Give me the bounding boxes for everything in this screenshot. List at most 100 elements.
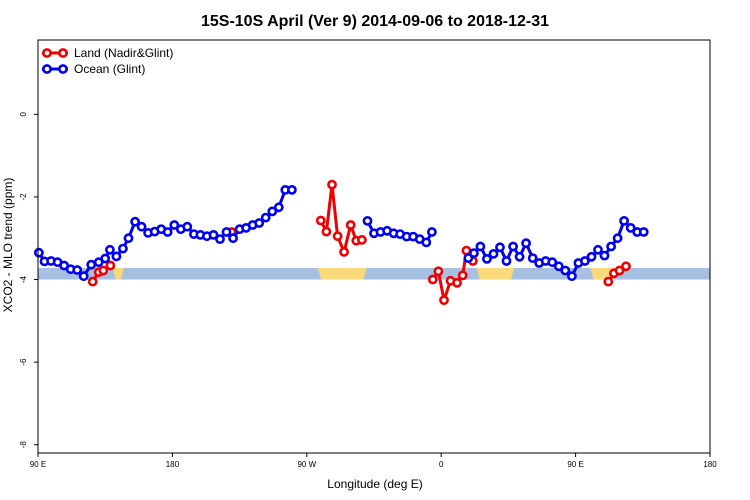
x-tick-label: 0 bbox=[439, 460, 444, 469]
legend: Land (Nadir&Glint) Ocean (Glint) bbox=[42, 46, 173, 76]
ocean-point bbox=[553, 261, 564, 272]
ocean-band bbox=[38, 267, 710, 280]
ocean-point bbox=[286, 184, 297, 195]
ocean-point bbox=[488, 248, 499, 259]
y-axis-label: XCO2 - MLO trend (ppm) bbox=[1, 178, 15, 313]
y-tick-label: -2 bbox=[19, 193, 28, 201]
ocean-point bbox=[547, 257, 558, 268]
land-point bbox=[461, 245, 472, 256]
land-point bbox=[603, 276, 614, 287]
x-tick-label: 90 W bbox=[297, 460, 316, 469]
ocean-point bbox=[638, 227, 649, 237]
ocean-point bbox=[136, 221, 147, 232]
legend-item-ocean: Ocean (Glint) bbox=[42, 62, 145, 76]
ocean-point bbox=[34, 247, 44, 258]
land-band-0 bbox=[112, 267, 124, 280]
ocean-point bbox=[514, 251, 525, 262]
y-tick-label: -6 bbox=[19, 358, 28, 366]
land-point bbox=[315, 215, 326, 226]
land-point bbox=[356, 234, 367, 245]
land-point bbox=[452, 277, 462, 288]
axes: 90 E 180 90 W 0 90 E 180 0 -2 -4 -6 -8 bbox=[19, 112, 717, 469]
land-point bbox=[439, 295, 449, 306]
ocean-point bbox=[560, 265, 571, 276]
ocean-point bbox=[111, 251, 122, 262]
ocean-point bbox=[481, 253, 492, 264]
ocean-point bbox=[273, 202, 284, 213]
ocean-point bbox=[426, 227, 437, 237]
ocean-point bbox=[362, 215, 373, 226]
ocean-point bbox=[521, 238, 531, 249]
ocean-point bbox=[527, 253, 538, 263]
ocean-point bbox=[105, 244, 115, 255]
ocean-point bbox=[130, 216, 140, 227]
ocean-point bbox=[593, 244, 603, 255]
ocean-point bbox=[208, 229, 219, 240]
series-land bbox=[87, 179, 631, 307]
ocean-point bbox=[508, 241, 518, 252]
chart-title: 15S-10S April (Ver 9) 2014-09-06 to 2018… bbox=[201, 13, 549, 30]
land-point bbox=[345, 220, 356, 230]
y-tick-label: -8 bbox=[19, 441, 28, 449]
x-axis-label: Longitude (deg E) bbox=[327, 477, 422, 491]
ocean-point bbox=[118, 243, 128, 254]
land-point bbox=[327, 179, 337, 190]
ocean-point bbox=[501, 256, 512, 266]
ocean-point bbox=[221, 227, 232, 237]
ocean-point bbox=[267, 206, 278, 217]
ocean-point bbox=[100, 253, 111, 264]
x-tick-label: 90 E bbox=[30, 460, 46, 469]
ocean-point bbox=[421, 237, 432, 248]
land-band-2 bbox=[476, 267, 514, 280]
y-tick-label: -4 bbox=[19, 275, 28, 283]
land-point bbox=[427, 274, 438, 285]
legend-label: Ocean (Glint) bbox=[74, 62, 145, 76]
land-point bbox=[98, 265, 109, 276]
series-layer bbox=[34, 179, 649, 307]
land-point bbox=[321, 226, 332, 237]
ocean-point bbox=[182, 221, 193, 232]
ocean-point bbox=[260, 212, 271, 223]
ocean-point bbox=[123, 233, 134, 244]
ocean-point bbox=[468, 248, 479, 258]
ocean-point bbox=[215, 234, 225, 244]
ocean-point bbox=[567, 271, 577, 282]
ocean-point bbox=[495, 242, 505, 253]
legend-label: Land (Nadir&Glint) bbox=[74, 46, 173, 60]
legend-swatch-point bbox=[58, 48, 68, 58]
ocean-point bbox=[86, 259, 97, 270]
x-tick-label: 180 bbox=[166, 460, 180, 469]
legend-swatch-point bbox=[42, 64, 52, 74]
ocean-point bbox=[78, 271, 89, 282]
ocean-point bbox=[606, 241, 616, 252]
ocean-point bbox=[619, 215, 629, 226]
land-point bbox=[105, 260, 116, 271]
land-point bbox=[457, 270, 468, 281]
ocean-point bbox=[625, 222, 636, 233]
land-point bbox=[87, 276, 98, 287]
land-point bbox=[621, 261, 631, 272]
ocean-point bbox=[228, 233, 238, 244]
ocean-point bbox=[586, 251, 597, 262]
land-point bbox=[433, 266, 444, 277]
land-point bbox=[339, 246, 349, 257]
ocean-point bbox=[254, 218, 265, 228]
ocean-point bbox=[612, 233, 623, 244]
land-band-1 bbox=[318, 267, 367, 280]
x-tick-label: 90 E bbox=[567, 460, 583, 469]
ocean-point bbox=[599, 250, 610, 261]
legend-item-land: Land (Nadir&Glint) bbox=[42, 46, 173, 60]
legend-swatch-point bbox=[42, 48, 52, 58]
ocean-point bbox=[463, 253, 474, 263]
y-tick-label: 0 bbox=[19, 112, 28, 117]
legend-swatch-point bbox=[58, 64, 68, 74]
ocean-point bbox=[72, 265, 83, 275]
ocean-point bbox=[169, 220, 180, 230]
ocean-point bbox=[580, 256, 590, 266]
land-point bbox=[614, 265, 625, 276]
ocean-point bbox=[475, 241, 486, 252]
plot-frame bbox=[37, 39, 711, 454]
x-tick-label: 180 bbox=[703, 460, 717, 469]
series-ocean bbox=[34, 184, 649, 282]
